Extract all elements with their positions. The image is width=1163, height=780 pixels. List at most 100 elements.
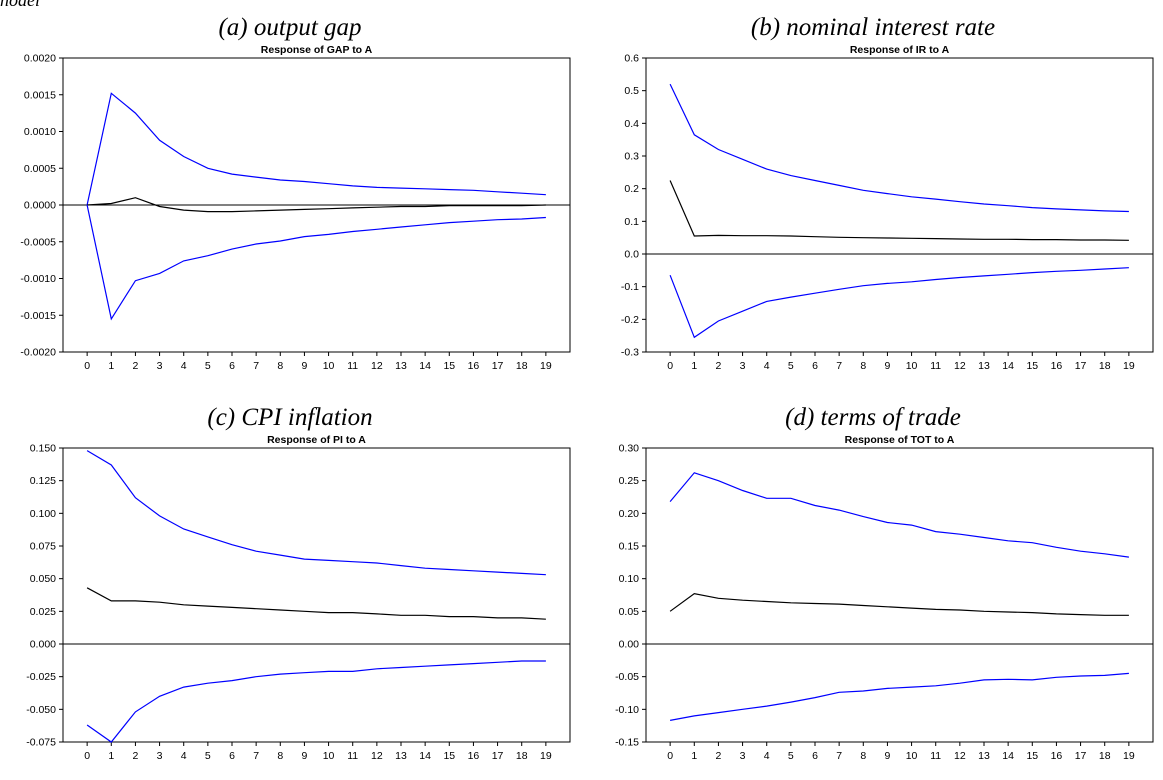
- x-tick-label: 9: [885, 360, 891, 372]
- series-line-1: [86, 92, 546, 206]
- y-tick-label: -0.10: [615, 704, 639, 716]
- y-tick-label: 0.3: [624, 151, 639, 163]
- x-tick-label: 14: [1002, 750, 1014, 762]
- x-tick-label: 8: [860, 360, 866, 372]
- x-tick-label: 11: [930, 360, 941, 372]
- y-tick-label: 0.2: [624, 183, 639, 195]
- x-tick-label: 0: [667, 750, 673, 762]
- series-line-3: [86, 204, 546, 321]
- x-tick-label: 18: [1099, 360, 1111, 372]
- x-tick-label: 13: [978, 750, 990, 762]
- chart-svg-output-gap: Response of GAP to A -0.0020 -0.0015 -0.001…: [20, 44, 571, 372]
- x-tick-label: 7: [836, 360, 842, 372]
- y-tick-label: 0.20: [619, 508, 640, 520]
- x-tick-label: 17: [1075, 750, 1087, 762]
- panel-caption: (a) output gap: [218, 14, 362, 41]
- x-tick-label: 6: [229, 750, 235, 762]
- y-tick-label: 0.25: [619, 475, 640, 487]
- x-tick-label: 11: [347, 750, 358, 762]
- y-tick-label: -0.075: [26, 737, 56, 749]
- y-tick-label: -0.050: [26, 704, 56, 716]
- series-line-3: [669, 672, 1129, 721]
- y-tick-label: 0.15: [619, 541, 640, 553]
- chart-title: Response of GAP to A: [261, 44, 373, 56]
- y-tick-label: 0.000: [30, 639, 56, 651]
- x-tick-label: 19: [540, 750, 552, 762]
- series-line-1: [86, 450, 546, 576]
- panel-nominal-interest-rate: (b) nominal interest rate Response of IR…: [583, 0, 1163, 390]
- chart-svg-nominal-interest-rate: Response of IR to A -0.3 -0.2 -0.1 0.0 0.1 0.2…: [621, 44, 1154, 372]
- x-tick-label: 19: [1123, 750, 1135, 762]
- panel-cpi-inflation: (c) CPI inflation Response of PI to A -0.…: [0, 390, 580, 780]
- x-tick-label: 13: [395, 750, 407, 762]
- series-line-3: [669, 267, 1129, 339]
- y-tick-label: 0.050: [30, 573, 56, 585]
- chart-title: Response of IR to A: [850, 44, 950, 56]
- series-line-1: [669, 83, 1129, 213]
- x-tick-label: 7: [253, 750, 259, 762]
- x-tick-label: 13: [978, 360, 990, 372]
- x-tick-label: 15: [443, 750, 455, 762]
- chart-svg-cpi-inflation: Response of PI to A -0.075 -0.050 -0.025 0.0…: [26, 434, 571, 762]
- x-tick-label: 0: [667, 360, 673, 372]
- x-tick-label: 10: [323, 750, 335, 762]
- x-tick-label: 0: [84, 750, 90, 762]
- y-tick-label: 0.100: [30, 508, 56, 520]
- y-tick-label: 0.075: [30, 541, 56, 553]
- y-tick-label: 0.0: [624, 249, 639, 261]
- y-tick-label: -0.1: [621, 281, 639, 293]
- x-tick-label: 10: [906, 750, 918, 762]
- y-tick-label: 0.0005: [24, 163, 56, 175]
- y-tick-label: 0.025: [30, 606, 56, 618]
- x-tick-label: 17: [492, 360, 504, 372]
- panel-caption: (b) nominal interest rate: [750, 14, 996, 41]
- plot-frame: [645, 57, 1154, 353]
- x-tick-label: 3: [740, 360, 746, 372]
- x-tick-label: 1: [691, 360, 697, 372]
- y-tick-label: -0.0010: [20, 273, 56, 285]
- plot-frame: [62, 447, 571, 743]
- y-tick-label: 0.0010: [24, 126, 56, 138]
- x-tick-label: 18: [516, 750, 528, 762]
- x-tick-label: 18: [516, 360, 528, 372]
- x-tick-label: 4: [181, 750, 187, 762]
- x-tick-label: 19: [1123, 360, 1135, 372]
- series-line-2: [86, 587, 546, 620]
- y-tick-label: -0.025: [26, 671, 56, 683]
- x-tick-label: 18: [1099, 750, 1111, 762]
- y-tick-label: 0.0015: [24, 89, 56, 101]
- x-tick-label: 5: [788, 750, 794, 762]
- y-tick-label: -0.05: [615, 671, 639, 683]
- x-tick-label: 6: [812, 750, 818, 762]
- x-tick-label: 13: [395, 360, 407, 372]
- x-tick-label: 0: [84, 360, 90, 372]
- chart-title: Response of PI to A: [267, 434, 366, 446]
- y-tick-label: 0.05: [619, 606, 640, 618]
- x-tick-label: 14: [419, 360, 431, 372]
- x-tick-label: 6: [229, 360, 235, 372]
- x-tick-label: 11: [930, 750, 941, 762]
- series-line-2: [87, 197, 546, 213]
- x-tick-label: 17: [492, 750, 504, 762]
- x-tick-label: 3: [157, 750, 163, 762]
- x-tick-label: 7: [253, 360, 259, 372]
- y-tick-label: 0.4: [624, 118, 639, 130]
- panel-caption: (c) CPI inflation: [207, 404, 373, 431]
- y-tick-label: -0.15: [615, 737, 639, 749]
- y-tick-label: 0.125: [30, 475, 56, 487]
- x-tick-label: 1: [108, 750, 114, 762]
- x-tick-label: 16: [468, 750, 480, 762]
- x-tick-label: 7: [836, 750, 842, 762]
- x-tick-label: 2: [716, 750, 722, 762]
- x-tick-label: 4: [764, 750, 770, 762]
- y-tick-label: -0.0015: [20, 310, 56, 322]
- y-tick-label: 0.0000: [24, 200, 56, 212]
- x-tick-label: 12: [954, 750, 966, 762]
- x-tick-label: 17: [1075, 360, 1087, 372]
- panel-output-gap: (a) output gap Response of GAP to A -0.00…: [0, 0, 580, 390]
- y-tick-label: 0.6: [624, 53, 639, 65]
- x-tick-label: 10: [323, 360, 335, 372]
- x-tick-label: 8: [277, 750, 283, 762]
- x-tick-label: 5: [788, 360, 794, 372]
- series-line-1: [669, 472, 1129, 558]
